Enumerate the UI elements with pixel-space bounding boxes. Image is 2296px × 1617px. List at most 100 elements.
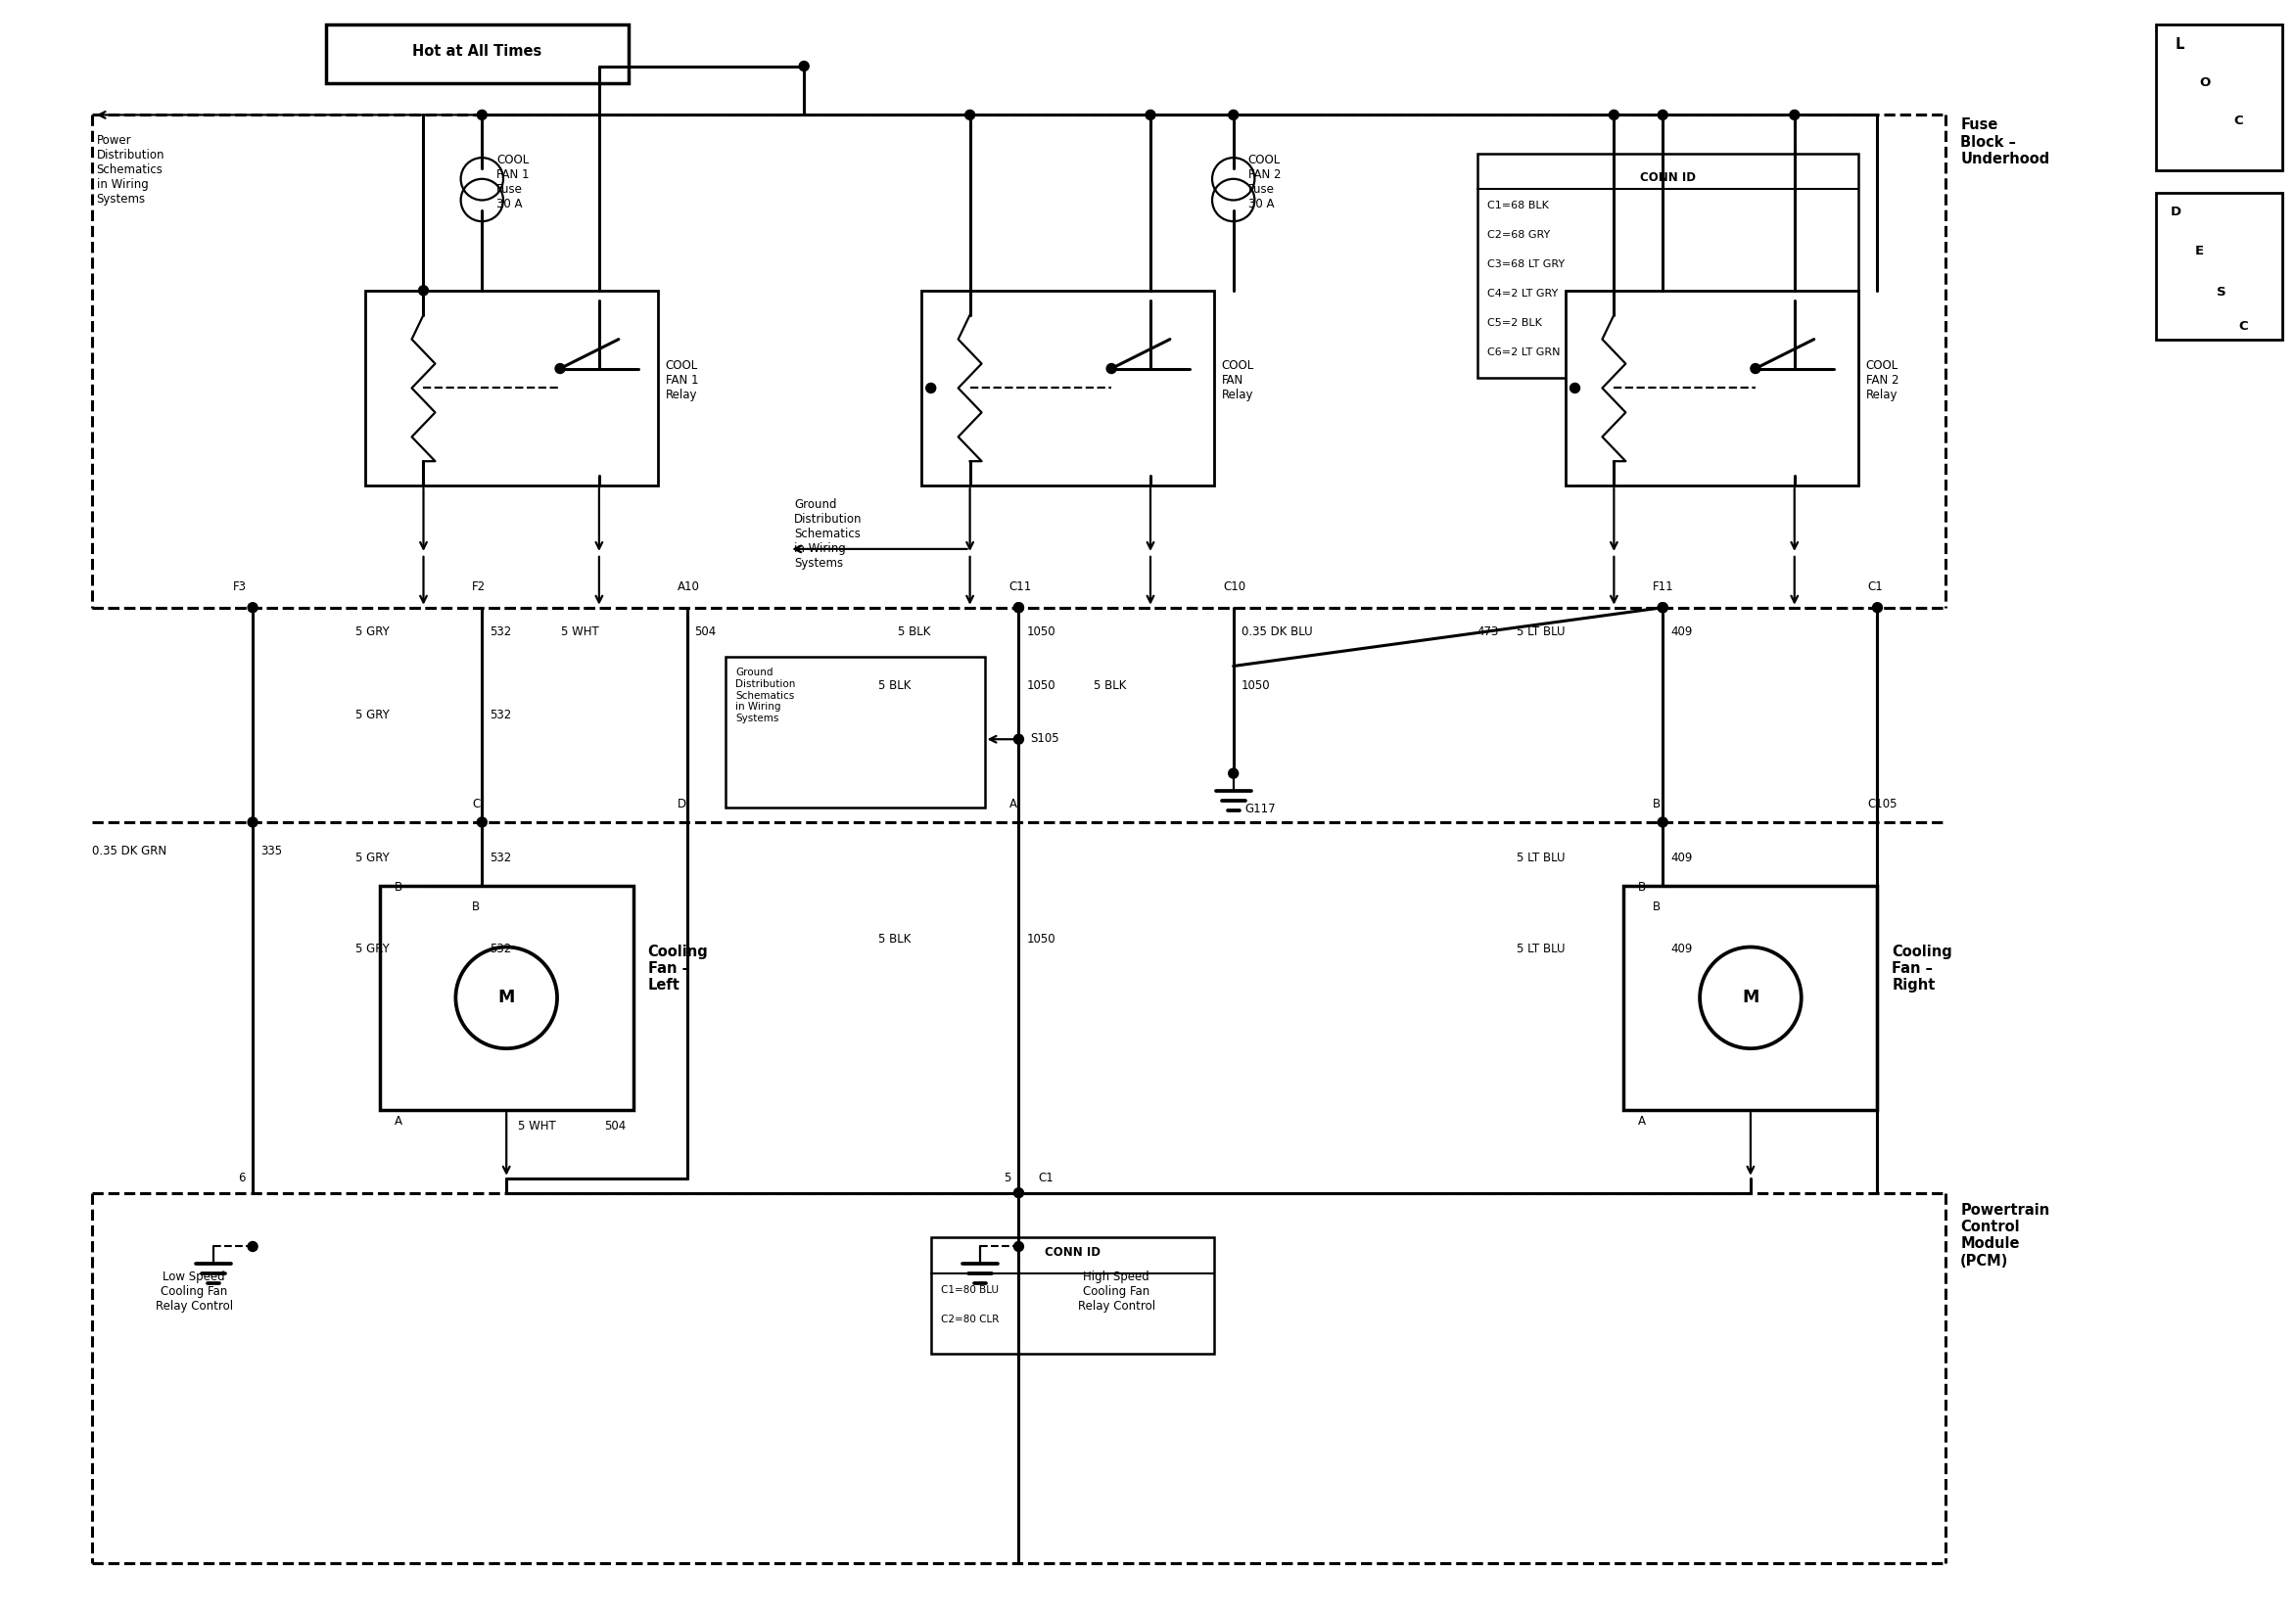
Text: 409: 409 <box>1671 852 1692 863</box>
Text: L: L <box>2174 37 2183 52</box>
Text: 5 LT BLU: 5 LT BLU <box>1518 626 1566 637</box>
Circle shape <box>1015 1188 1024 1198</box>
Text: C1: C1 <box>1867 581 1883 593</box>
Text: C3=68 LT GRY: C3=68 LT GRY <box>1488 259 1564 268</box>
Text: C4=2 LT GRY: C4=2 LT GRY <box>1488 288 1557 298</box>
Circle shape <box>1658 110 1667 120</box>
Circle shape <box>1750 364 1761 374</box>
Text: 504: 504 <box>604 1119 627 1132</box>
Text: B: B <box>395 881 402 894</box>
Text: B: B <box>1653 797 1660 810</box>
Text: E: E <box>2195 244 2204 257</box>
Text: 5: 5 <box>1003 1171 1010 1184</box>
Text: C: C <box>473 797 480 810</box>
Text: A: A <box>1008 797 1017 810</box>
Bar <box>2156 192 2282 340</box>
Text: S: S <box>2218 286 2227 299</box>
Text: COOL
FAN
Relay: COOL FAN Relay <box>1221 359 1254 401</box>
Text: C10: C10 <box>1224 581 1247 593</box>
Circle shape <box>556 364 565 374</box>
Circle shape <box>478 817 487 826</box>
Circle shape <box>1015 603 1024 613</box>
Text: 5 GRY: 5 GRY <box>356 708 390 721</box>
Text: C11: C11 <box>1008 581 1031 593</box>
Text: D: D <box>2170 205 2181 218</box>
Text: 0.35 DK BLU: 0.35 DK BLU <box>1242 626 1313 637</box>
Text: COOL
FAN 1
Relay: COOL FAN 1 Relay <box>666 359 698 401</box>
Circle shape <box>1570 383 1580 393</box>
Circle shape <box>1658 817 1667 826</box>
Text: C2=68 GRY: C2=68 GRY <box>1488 230 1550 239</box>
Text: D: D <box>677 797 687 810</box>
Circle shape <box>248 603 257 613</box>
Text: 5 BLK: 5 BLK <box>1093 679 1125 692</box>
Text: 5 GRY: 5 GRY <box>356 943 390 956</box>
Text: Ground
Distribution
Schematics
in Wiring
Systems: Ground Distribution Schematics in Wiring… <box>794 498 863 569</box>
Circle shape <box>1015 603 1024 613</box>
Circle shape <box>418 286 429 296</box>
Text: High Speed
Cooling Fan
Relay Control: High Speed Cooling Fan Relay Control <box>1077 1271 1155 1313</box>
Text: C6=2 LT GRN: C6=2 LT GRN <box>1488 348 1559 357</box>
Text: Power
Distribution
Schematics
in Wiring
Systems: Power Distribution Schematics in Wiring … <box>96 134 165 205</box>
Text: C1=68 BLK: C1=68 BLK <box>1488 201 1550 210</box>
Text: A: A <box>1639 1114 1646 1127</box>
Text: 1050: 1050 <box>1242 679 1270 692</box>
Text: 0.35 DK GRN: 0.35 DK GRN <box>92 846 165 857</box>
Text: 409: 409 <box>1671 943 1692 956</box>
Circle shape <box>1789 110 1800 120</box>
Text: M: M <box>498 990 514 1006</box>
Text: M: M <box>1743 990 1759 1006</box>
Text: A: A <box>395 1114 402 1127</box>
Text: 5 WHT: 5 WHT <box>519 1119 556 1132</box>
Text: Cooling
Fan –
Left: Cooling Fan – Left <box>647 944 709 993</box>
Circle shape <box>248 817 257 826</box>
Bar <box>2156 24 2282 170</box>
Bar <box>379 886 634 1109</box>
Bar <box>365 291 657 485</box>
Circle shape <box>799 61 808 71</box>
Text: 5 BLK: 5 BLK <box>879 679 912 692</box>
Text: 473: 473 <box>1476 626 1499 637</box>
Text: 5 GRY: 5 GRY <box>356 626 390 637</box>
Bar <box>1623 886 1878 1109</box>
Text: G117: G117 <box>1244 802 1277 815</box>
Bar <box>726 657 985 807</box>
Text: 504: 504 <box>696 626 716 637</box>
Text: Cooling
Fan –
Right: Cooling Fan – Right <box>1892 944 1952 993</box>
Text: CONN ID: CONN ID <box>1639 171 1694 184</box>
Circle shape <box>1609 110 1619 120</box>
Text: F11: F11 <box>1653 581 1674 593</box>
Text: C105: C105 <box>1867 797 1896 810</box>
Text: CONN ID: CONN ID <box>1045 1247 1100 1260</box>
Circle shape <box>1228 110 1238 120</box>
Text: C2=80 CLR: C2=80 CLR <box>941 1315 999 1324</box>
Text: B: B <box>1653 901 1660 914</box>
Text: 5 GRY: 5 GRY <box>356 852 390 863</box>
Bar <box>1476 154 1857 378</box>
Text: Ground
Distribution
Schematics
in Wiring
Systems: Ground Distribution Schematics in Wiring… <box>735 668 797 723</box>
Text: A10: A10 <box>677 581 700 593</box>
Circle shape <box>248 1242 257 1252</box>
Text: COOL
FAN 2
Relay: COOL FAN 2 Relay <box>1867 359 1899 401</box>
Circle shape <box>1658 603 1667 613</box>
Circle shape <box>478 110 487 120</box>
Text: COOL
FAN 1
Fuse
30 A: COOL FAN 1 Fuse 30 A <box>496 154 530 210</box>
Text: C1=80 BLU: C1=80 BLU <box>941 1286 999 1295</box>
Text: 5 BLK: 5 BLK <box>898 626 930 637</box>
Text: F3: F3 <box>234 581 248 593</box>
Text: 1050: 1050 <box>1026 626 1056 637</box>
Bar <box>326 24 629 82</box>
Text: Fuse
Block –
Underhood: Fuse Block – Underhood <box>1961 118 2050 167</box>
Text: C1: C1 <box>1038 1171 1054 1184</box>
Circle shape <box>925 383 937 393</box>
Text: C5=2 BLK: C5=2 BLK <box>1488 319 1543 328</box>
Bar <box>930 1237 1215 1353</box>
Circle shape <box>1658 603 1667 613</box>
Text: Hot at All Times: Hot at All Times <box>413 44 542 58</box>
Circle shape <box>1146 110 1155 120</box>
Text: 532: 532 <box>489 708 512 721</box>
Text: 5 LT BLU: 5 LT BLU <box>1518 852 1566 863</box>
Circle shape <box>1874 603 1883 613</box>
Text: 6: 6 <box>239 1171 246 1184</box>
Text: 335: 335 <box>259 846 282 857</box>
